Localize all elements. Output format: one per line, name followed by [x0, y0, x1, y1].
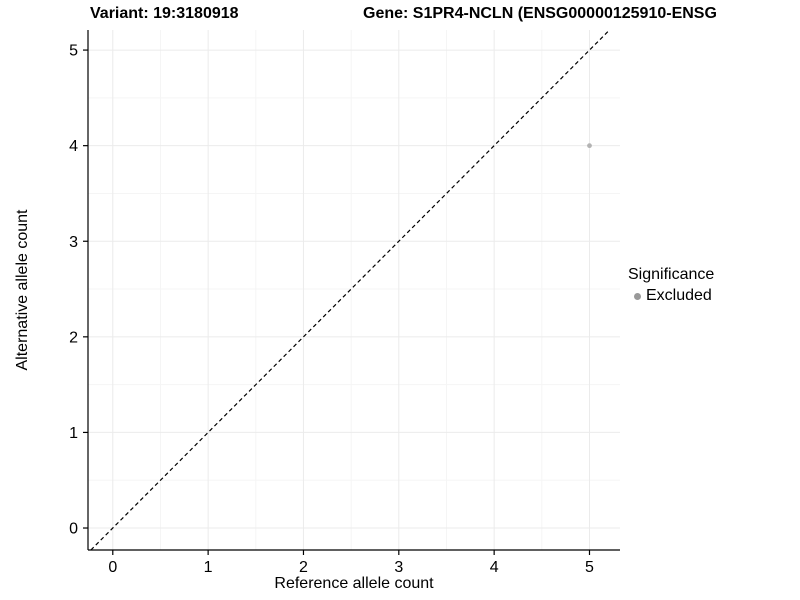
- gene-title: Gene: S1PR4-NCLN (ENSG00000125910-ENSG: [363, 5, 717, 22]
- identity-line: [90, 29, 610, 551]
- x-axis-label: Reference allele count: [274, 575, 434, 592]
- legend: Significance Excluded: [628, 266, 714, 305]
- variant-title: Variant: 19:3180918: [90, 5, 239, 22]
- legend-entry-label: Excluded: [646, 287, 712, 304]
- x-tick-label: 4: [490, 559, 499, 576]
- y-tick-label: 4: [69, 138, 78, 155]
- y-tick-label: 0: [69, 521, 78, 538]
- y-tick-label: 2: [69, 329, 78, 346]
- legend-point-icon: [634, 292, 641, 300]
- y-tick-label: 3: [69, 234, 78, 251]
- legend-title: Significance: [628, 266, 715, 283]
- x-tick-label: 1: [204, 559, 213, 576]
- x-tick-label: 5: [585, 559, 594, 576]
- data-point: [587, 143, 592, 149]
- x-tick-label: 0: [108, 559, 117, 576]
- y-tick-label: 5: [69, 43, 78, 60]
- x-tick-label: 2: [299, 559, 308, 576]
- y-tick-label: 1: [69, 425, 78, 442]
- x-tick-label: 3: [394, 559, 403, 576]
- legend-entry: Excluded: [628, 287, 714, 305]
- y-axis-label: Alternative allele count: [14, 209, 31, 371]
